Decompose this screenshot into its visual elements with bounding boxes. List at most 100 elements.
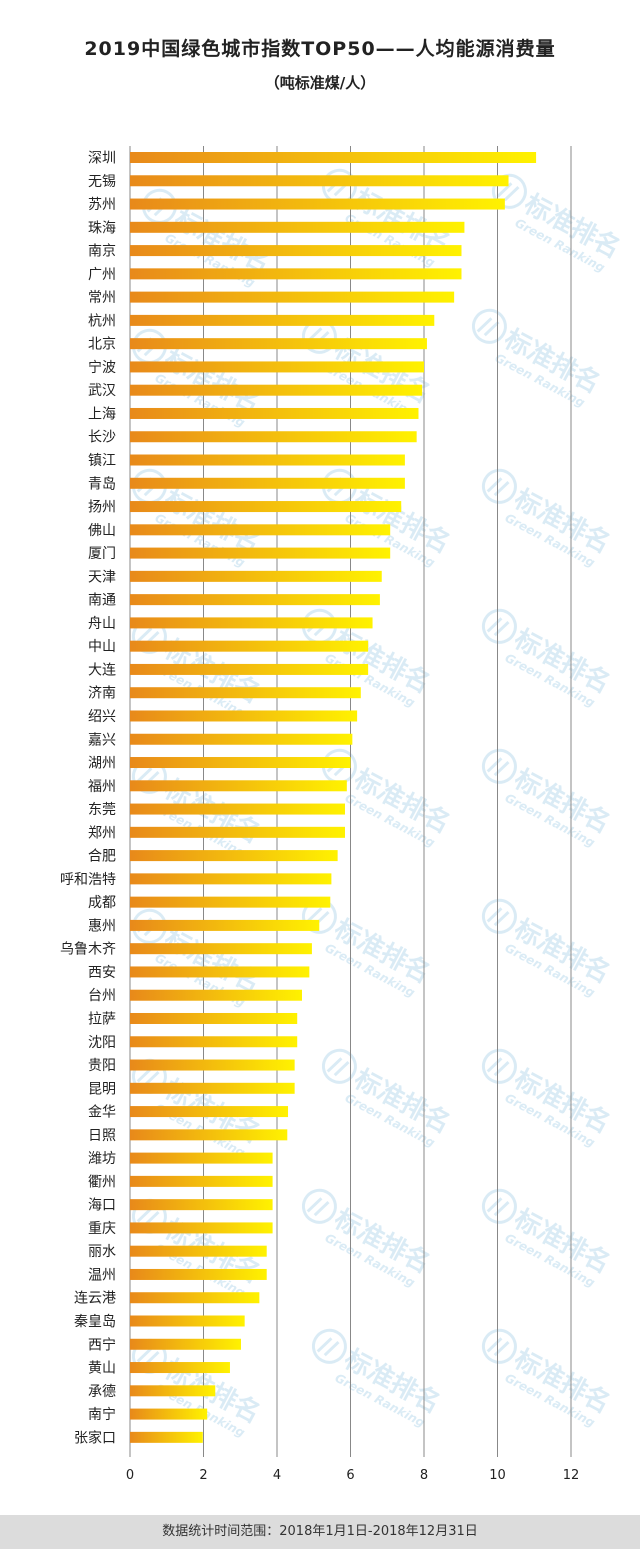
category-label: 惠州: [88, 918, 116, 934]
category-label: 镇江: [88, 453, 116, 469]
bar: [130, 1175, 273, 1187]
category-label: 郑州: [88, 825, 116, 841]
bar: [130, 431, 417, 443]
bar: [130, 1292, 260, 1304]
bar: [130, 663, 369, 675]
bar: [130, 1362, 230, 1374]
category-label: 衢州: [88, 1173, 116, 1190]
category-label: 青岛: [88, 476, 116, 492]
bar: [130, 245, 462, 257]
category-label: 湖州: [88, 756, 116, 772]
bar: [130, 850, 338, 862]
category-label: 呼和浩特: [60, 872, 116, 888]
bar: [130, 1082, 295, 1094]
category-label: 南宁: [88, 1406, 116, 1423]
category-label: 厦门: [88, 546, 116, 562]
category-label: 武汉: [88, 383, 116, 399]
category-label: 合肥: [88, 849, 116, 865]
bar: [130, 175, 509, 187]
chart-subtitle: （吨标准煤/人）: [264, 74, 376, 92]
bar: [130, 1199, 273, 1211]
bar: [130, 454, 405, 466]
category-label: 昆明: [88, 1081, 116, 1097]
bar: [130, 733, 353, 745]
bar: [130, 1385, 216, 1397]
category-label: 深圳: [88, 151, 116, 167]
category-label: 潍坊: [88, 1151, 116, 1167]
category-label: 乌鲁木齐: [60, 942, 116, 958]
bar: [130, 524, 391, 536]
bar: [130, 570, 382, 582]
category-label: 无锡: [88, 174, 116, 190]
category-label: 常州: [88, 290, 116, 306]
category-label: 西宁: [88, 1336, 116, 1353]
x-tick-label: 12: [563, 1468, 580, 1483]
bar: [130, 803, 345, 815]
bar: [130, 547, 391, 559]
category-label: 秦皇岛: [74, 1314, 116, 1330]
x-tick-label: 4: [273, 1468, 281, 1483]
bar: [130, 384, 423, 396]
bar: [130, 1012, 298, 1024]
category-label: 绍兴: [88, 709, 116, 725]
bar: [130, 710, 358, 722]
bar: [130, 291, 455, 303]
bar: [130, 943, 312, 955]
bar: [130, 361, 424, 373]
bar: [130, 1245, 267, 1257]
category-labels: 深圳无锡苏州珠海南京广州常州杭州北京宁波武汉上海长沙镇江青岛扬州佛山厦门天津南通…: [60, 151, 116, 1447]
bar: [130, 896, 331, 908]
category-label: 北京: [88, 337, 116, 353]
category-label: 广州: [88, 267, 116, 283]
bar: [130, 1036, 298, 1048]
grid-lines: [129, 146, 572, 1457]
bar: [130, 826, 345, 838]
category-label: 西安: [88, 965, 116, 981]
bar: [130, 873, 332, 885]
category-label: 珠海: [88, 220, 116, 236]
category-label: 东莞: [88, 802, 116, 818]
bar: [130, 268, 462, 280]
category-label: 大连: [88, 662, 116, 678]
bar: [130, 1338, 241, 1350]
category-label: 宁波: [88, 359, 116, 376]
category-label: 温州: [88, 1267, 116, 1283]
bar: [130, 1222, 273, 1234]
category-label: 金华: [88, 1105, 116, 1121]
bar: [130, 338, 427, 350]
category-label: 中山: [88, 639, 116, 655]
x-tick-label: 8: [420, 1468, 428, 1483]
bar: [130, 1431, 203, 1443]
bar: [130, 1129, 288, 1141]
bar: [130, 1268, 267, 1280]
bar: [130, 1106, 289, 1118]
category-label: 丽水: [88, 1244, 116, 1260]
bar: [130, 477, 405, 489]
footer-note: 数据统计时间范围：2018年1月1日-2018年12月31日: [0, 1515, 640, 1549]
category-label: 南通: [88, 593, 116, 609]
bar: [130, 1408, 208, 1420]
category-label: 佛山: [88, 523, 116, 539]
x-tick-label: 0: [126, 1468, 134, 1483]
category-label: 贵阳: [88, 1058, 116, 1074]
category-label: 黄山: [88, 1360, 116, 1377]
category-label: 张家口: [74, 1429, 116, 1446]
category-label: 重庆: [88, 1221, 116, 1237]
category-label: 上海: [88, 406, 116, 422]
category-label: 嘉兴: [88, 732, 116, 748]
bar: [130, 152, 537, 163]
bar: [130, 1315, 245, 1327]
bar: [130, 221, 465, 233]
